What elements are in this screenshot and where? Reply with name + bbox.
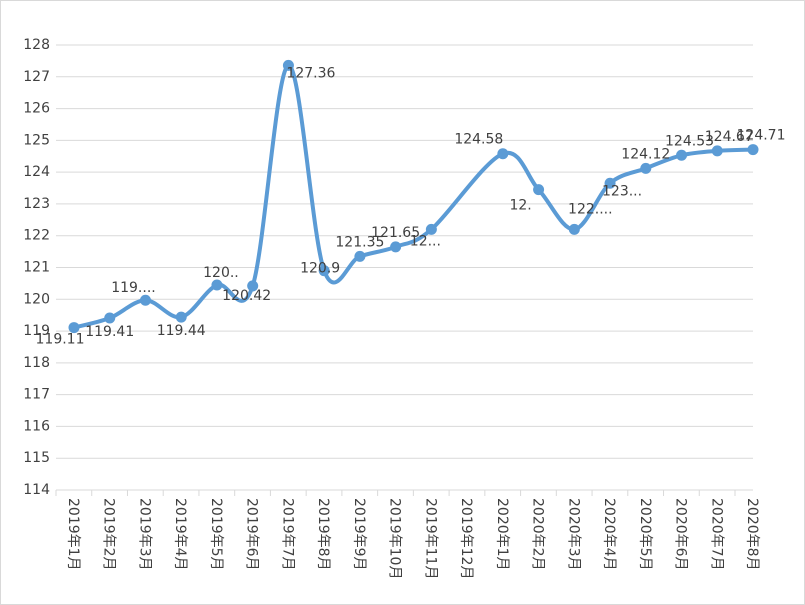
point: [139, 294, 151, 306]
point: [568, 223, 580, 235]
x-tick-label: 2019年11月: [422, 498, 438, 579]
data-label: 124.71: [737, 128, 786, 144]
point: [211, 279, 223, 291]
point: [247, 280, 259, 292]
point: [390, 241, 402, 253]
y-tick-label: 123: [23, 196, 50, 212]
x-tick-label: 2019年2月: [101, 498, 117, 571]
point: [68, 322, 80, 334]
x-tick-label: 2020年4月: [601, 498, 617, 571]
data-label: 124.53: [665, 133, 714, 149]
point: [711, 145, 723, 157]
x-tick-label: 2019年8月: [315, 498, 331, 571]
data-label: 127.36: [286, 65, 335, 81]
x-tick-label: 2020年5月: [637, 498, 653, 571]
y-tick-label: 118: [23, 355, 50, 371]
point: [533, 184, 545, 196]
x-tick-label: 2020年3月: [565, 498, 581, 571]
y-tick-label: 125: [23, 132, 50, 148]
data-label: 120..: [203, 265, 239, 281]
x-tick-label: 2019年9月: [351, 498, 367, 571]
line: [73, 63, 754, 330]
y-tick-label: 114: [23, 482, 50, 498]
data-label: 12...: [410, 233, 441, 249]
x-tick-label: 2020年8月: [744, 498, 760, 571]
y-tick-label: 126: [23, 101, 50, 117]
point: [747, 144, 759, 156]
data-label: 122....: [568, 201, 613, 217]
data-label: 120.9: [300, 261, 340, 277]
point: [318, 265, 330, 277]
data-label: 124.67: [705, 129, 754, 145]
point: [676, 149, 688, 161]
data-label: 124.58: [454, 132, 503, 148]
x-tick-label: 2019年1月: [65, 498, 81, 571]
data-label: 124.12: [621, 146, 670, 162]
x-tick-label: 2020年1月: [494, 498, 510, 571]
point: [282, 59, 294, 71]
y-tick-label: 127: [23, 69, 50, 85]
y-tick-label: 119: [23, 323, 50, 339]
y-tick-label: 116: [23, 418, 50, 434]
x-tick-label: 2019年10月: [387, 498, 403, 579]
x-tick-label: 2019年5月: [208, 498, 224, 571]
y-tick-label: 120: [23, 291, 50, 307]
point: [425, 223, 437, 235]
data-label: 119.11: [36, 332, 85, 348]
x-tick-label: 2019年4月: [172, 498, 188, 571]
y-tick-label: 117: [23, 387, 50, 403]
y-tick-label: 121: [23, 260, 50, 276]
data-label: 12.: [509, 198, 531, 214]
y-tick-label: 128: [23, 37, 50, 53]
x-tick-label: 2019年12月: [458, 498, 474, 579]
y-tick-label: 122: [23, 228, 50, 244]
y-tick-label: 115: [23, 450, 50, 466]
x-tick-label: 2020年7月: [708, 498, 724, 571]
x-tick-label: 2019年6月: [244, 498, 260, 571]
data-label: 120.42: [222, 288, 271, 304]
point: [354, 250, 366, 262]
x-tick-label: 2020年6月: [673, 498, 689, 571]
point: [104, 312, 116, 324]
data-label: 121.35: [335, 234, 384, 250]
x-tick-label: 2019年3月: [136, 498, 152, 571]
x-tick-label: 2019年7月: [279, 498, 295, 571]
point: [497, 148, 509, 160]
data-label: 123...: [602, 183, 642, 199]
point: [604, 177, 616, 189]
data-label: 119....: [111, 280, 156, 296]
point: [640, 162, 652, 174]
y-tick-label: 124: [23, 164, 50, 180]
data-label: 121.65: [371, 225, 420, 241]
point: [175, 311, 187, 323]
data-label: 119.41: [85, 324, 134, 340]
x-tick-label: 2020年2月: [530, 498, 546, 571]
data-label: 119.44: [157, 323, 206, 339]
